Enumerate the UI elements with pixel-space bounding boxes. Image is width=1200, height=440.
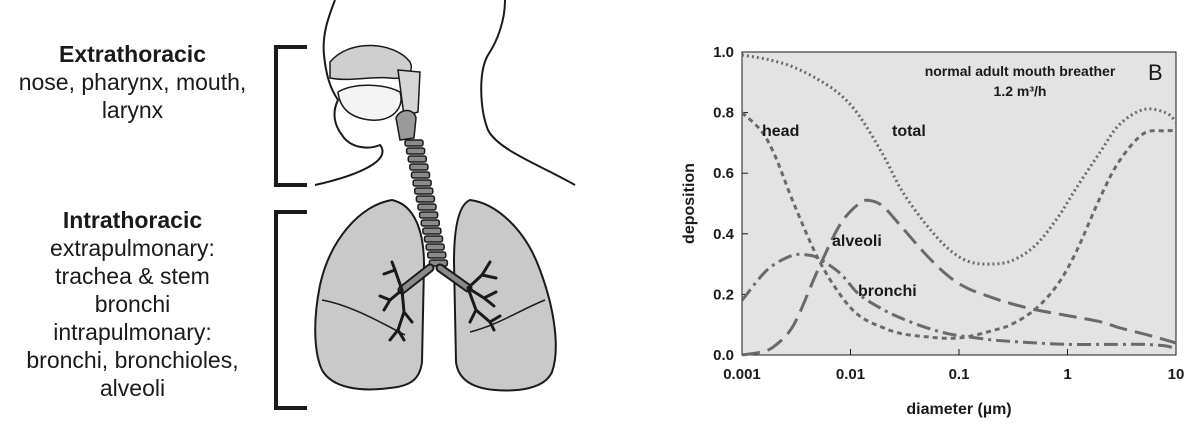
series-line-bronchi — [740, 252, 1177, 351]
trachea-ring — [414, 187, 434, 195]
bronchial-tree-right — [466, 260, 502, 332]
intrathoracic-line: extrapulmonary: — [50, 235, 215, 261]
series-label-bronchi: bronchi — [858, 283, 917, 300]
y-tick-label: 1.0 — [713, 44, 734, 61]
trachea-ring — [417, 203, 437, 211]
lung-fissure — [469, 299, 546, 333]
respiratory-tract-illustration: Extrathoracic nose, pharynx, mouth, lary… — [0, 0, 576, 410]
y-tick-label: 0.0 — [713, 347, 734, 364]
intrathoracic-line: bronchi, bronchioles, — [26, 347, 239, 373]
bronchial-tree-left — [378, 260, 414, 342]
anatomy-drawing — [274, 0, 576, 410]
intrathoracic-line: bronchi — [94, 291, 171, 317]
x-tick-label: 0.001 — [723, 366, 761, 383]
deposition-chart: 0.001 0.01 0.1 1 10 0.0 0.2 0.4 0.6 0.8 1.0 B norm… — [660, 0, 1200, 435]
y-tick-label: 0.6 — [713, 165, 734, 182]
trachea-ring — [415, 195, 436, 203]
trachea-ring — [410, 171, 431, 179]
neck-back-outline — [480, 0, 576, 186]
extrathoracic-line: larynx — [101, 97, 164, 123]
head-outline — [314, 0, 384, 186]
series-label-alveoli: alveoli — [832, 233, 882, 250]
trachea-ring — [420, 219, 440, 227]
x-axis-label: diameter (µm) — [906, 401, 1011, 418]
left-lung — [314, 198, 426, 391]
intrathoracic-label: Intrathoracic extrapulmonary: trachea & … — [0, 206, 265, 402]
x-tick-label: 10 — [1168, 366, 1185, 383]
series-line-alveoli — [741, 198, 1177, 357]
trachea-ring — [412, 179, 432, 187]
plot-area — [741, 51, 1177, 356]
series-label-total: total — [892, 123, 926, 140]
extrathoracic-label: Extrathoracic nose, pharynx, mouth, lary… — [0, 40, 265, 124]
extrathoracic-line: nose, pharynx, mouth, — [18, 69, 247, 95]
extrathoracic-title: Extrathoracic — [58, 41, 206, 67]
y-axis-label: deposition — [681, 163, 698, 244]
trachea-ring — [418, 211, 439, 219]
right-lung — [452, 198, 557, 392]
x-tick-label: 0.1 — [949, 366, 970, 383]
trachea-ring — [405, 147, 426, 155]
trachea-ring — [422, 227, 442, 235]
stem-bronchus-left — [399, 265, 433, 293]
chart-canvas: 0.001 0.01 0.1 1 10 0.0 0.2 0.4 0.6 0.8 1.0 B norm… — [681, 44, 1185, 418]
x-tick-label: 0.01 — [836, 366, 865, 383]
intrathoracic-line: trachea & stem — [55, 263, 210, 289]
y-tick-label: 0.2 — [713, 286, 734, 303]
series-line-total — [741, 53, 1178, 266]
panel-letter: B — [1148, 60, 1163, 85]
series-label-head: head — [762, 123, 799, 140]
annotation-line: 1.2 m³/h — [994, 83, 1047, 99]
intrathoracic-line: alveoli — [99, 375, 166, 401]
series-line-head — [740, 111, 1177, 340]
annotation-line: normal adult mouth breather — [925, 63, 1116, 79]
stem-bronchus-right — [437, 265, 471, 291]
intrathoracic-title: Intrathoracic — [62, 207, 203, 233]
trachea-ring — [404, 139, 424, 147]
trachea-ring — [407, 155, 427, 163]
intrathoracic-bracket — [274, 210, 307, 410]
trachea-ring — [409, 163, 429, 171]
trachea-ring — [425, 243, 445, 251]
y-tick-label: 0.4 — [713, 226, 735, 243]
trachea-ring — [423, 235, 444, 243]
y-tick-label: 0.8 — [713, 105, 734, 122]
pharynx — [397, 69, 421, 117]
oral-cavity — [337, 84, 402, 121]
extrathoracic-bracket — [274, 45, 307, 187]
x-tick-label: 1 — [1063, 366, 1071, 383]
trachea-ring — [427, 251, 447, 259]
intrathoracic-line: intrapulmonary: — [53, 319, 212, 345]
trachea — [404, 139, 449, 267]
larynx — [395, 109, 417, 141]
